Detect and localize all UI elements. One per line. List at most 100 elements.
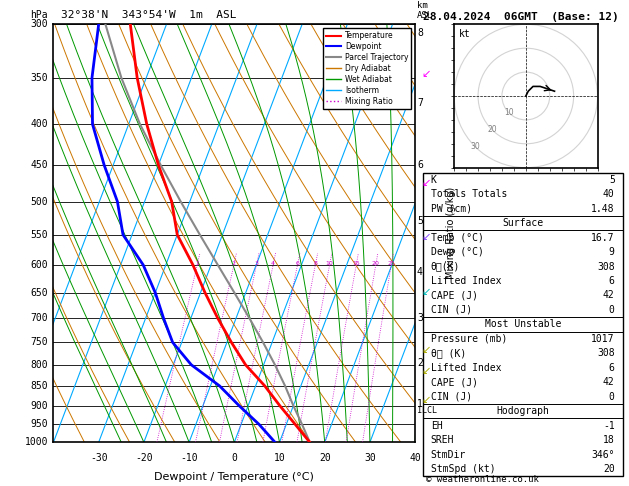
Text: 20: 20	[372, 260, 379, 266]
Text: 600: 600	[30, 260, 48, 270]
Text: 3: 3	[254, 260, 259, 266]
Text: Lifted Index: Lifted Index	[431, 276, 501, 286]
Text: Dewpoint / Temperature (°C): Dewpoint / Temperature (°C)	[154, 471, 314, 482]
Text: 1LCL: 1LCL	[417, 406, 437, 415]
Text: 550: 550	[30, 230, 48, 240]
Text: 1000: 1000	[25, 437, 48, 447]
Text: 18: 18	[603, 435, 615, 445]
Text: 40: 40	[409, 453, 421, 463]
Text: 400: 400	[30, 119, 48, 129]
Text: StmSpd (kt): StmSpd (kt)	[431, 464, 495, 474]
Text: Hodograph: Hodograph	[496, 406, 549, 416]
Text: K: K	[431, 175, 437, 185]
Text: 25: 25	[387, 260, 395, 266]
Text: 750: 750	[30, 337, 48, 347]
Text: 42: 42	[603, 377, 615, 387]
Text: 20: 20	[487, 125, 497, 134]
Text: 4: 4	[271, 260, 275, 266]
Text: -20: -20	[135, 453, 153, 463]
Text: 1: 1	[195, 260, 199, 266]
Text: 16.7: 16.7	[591, 233, 615, 243]
Text: 346°: 346°	[591, 450, 615, 460]
Text: θᴇ (K): θᴇ (K)	[431, 348, 466, 358]
Text: ↙: ↙	[421, 178, 431, 188]
Text: ↙: ↙	[421, 366, 431, 376]
Text: 3: 3	[417, 313, 423, 324]
Text: 8: 8	[313, 260, 317, 266]
Text: 10: 10	[326, 260, 333, 266]
Text: 850: 850	[30, 381, 48, 391]
Text: 42: 42	[603, 291, 615, 300]
Text: -1: -1	[603, 421, 615, 431]
Text: 700: 700	[30, 313, 48, 324]
Text: θᴇ(K): θᴇ(K)	[431, 261, 460, 272]
Text: -10: -10	[181, 453, 198, 463]
Text: 6: 6	[609, 276, 615, 286]
Text: Most Unstable: Most Unstable	[484, 319, 561, 330]
Text: 8: 8	[417, 29, 423, 38]
Text: 800: 800	[30, 360, 48, 370]
Text: Pressure (mb): Pressure (mb)	[431, 334, 507, 344]
Text: Totals Totals: Totals Totals	[431, 189, 507, 199]
Text: Lifted Index: Lifted Index	[431, 363, 501, 373]
Text: 1017: 1017	[591, 334, 615, 344]
Text: 300: 300	[30, 19, 48, 29]
Text: 0: 0	[231, 453, 237, 463]
Text: 28.04.2024  06GMT  (Base: 12): 28.04.2024 06GMT (Base: 12)	[423, 12, 618, 22]
Text: 10: 10	[274, 453, 286, 463]
Text: hPa: hPa	[30, 10, 48, 20]
Text: 5: 5	[609, 175, 615, 185]
Text: CAPE (J): CAPE (J)	[431, 377, 477, 387]
Text: 0: 0	[609, 305, 615, 315]
Text: CAPE (J): CAPE (J)	[431, 291, 477, 300]
Text: -30: -30	[90, 453, 108, 463]
Text: 2: 2	[231, 260, 236, 266]
Text: 308: 308	[597, 348, 615, 358]
Text: 308: 308	[597, 261, 615, 272]
Text: 950: 950	[30, 419, 48, 430]
Text: 20: 20	[603, 464, 615, 474]
Legend: Temperature, Dewpoint, Parcel Trajectory, Dry Adiabat, Wet Adiabat, Isotherm, Mi: Temperature, Dewpoint, Parcel Trajectory…	[323, 28, 411, 109]
Text: 6: 6	[417, 160, 423, 170]
Text: kt: kt	[459, 29, 470, 38]
Text: 6: 6	[296, 260, 299, 266]
Text: 7: 7	[417, 98, 423, 108]
Text: ↙: ↙	[421, 232, 431, 243]
Text: 1: 1	[417, 399, 423, 409]
Text: 10: 10	[504, 108, 514, 117]
Text: 30: 30	[470, 141, 481, 151]
Text: ↙: ↙	[421, 346, 431, 355]
Text: Dewp (°C): Dewp (°C)	[431, 247, 484, 257]
Text: ↙: ↙	[421, 287, 431, 297]
Text: 350: 350	[30, 73, 48, 83]
Text: 4: 4	[417, 267, 423, 277]
Text: CIN (J): CIN (J)	[431, 305, 472, 315]
Text: 20: 20	[319, 453, 331, 463]
Text: © weatheronline.co.uk: © weatheronline.co.uk	[426, 474, 538, 484]
Text: km
ASL: km ASL	[417, 1, 433, 20]
Text: 450: 450	[30, 160, 48, 170]
Text: 1.48: 1.48	[591, 204, 615, 214]
Text: 5: 5	[417, 216, 423, 226]
Text: 40: 40	[603, 189, 615, 199]
Text: 500: 500	[30, 197, 48, 207]
Text: 30: 30	[364, 453, 376, 463]
Text: StmDir: StmDir	[431, 450, 466, 460]
Text: EH: EH	[431, 421, 442, 431]
Text: ↙: ↙	[421, 69, 431, 79]
Text: 9: 9	[609, 247, 615, 257]
Text: 900: 900	[30, 400, 48, 411]
Text: 6: 6	[609, 363, 615, 373]
Text: CIN (J): CIN (J)	[431, 392, 472, 402]
Text: Surface: Surface	[502, 218, 543, 228]
Text: 0: 0	[609, 392, 615, 402]
Text: 2: 2	[417, 358, 423, 367]
Text: 15: 15	[352, 260, 360, 266]
Text: 650: 650	[30, 288, 48, 298]
Text: PW (cm): PW (cm)	[431, 204, 472, 214]
Text: Mixing Ratio (g/kg): Mixing Ratio (g/kg)	[447, 187, 456, 279]
Text: SREH: SREH	[431, 435, 454, 445]
Text: Temp (°C): Temp (°C)	[431, 233, 484, 243]
Text: ↙: ↙	[421, 396, 431, 405]
Text: 32°38'N  343°54'W  1m  ASL: 32°38'N 343°54'W 1m ASL	[61, 10, 237, 20]
